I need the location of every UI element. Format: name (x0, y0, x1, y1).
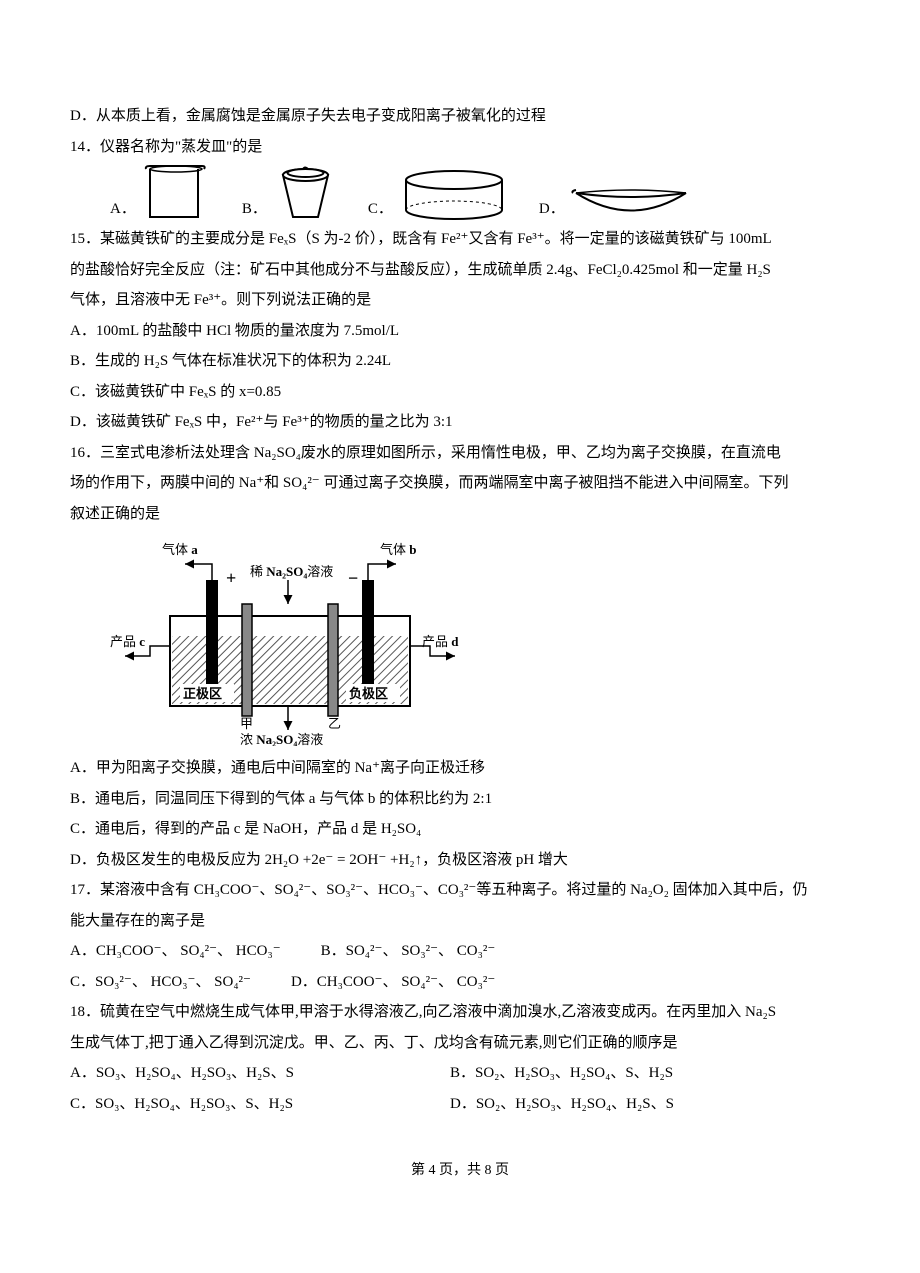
q18-stem-line2: 生成气体丁,把丁通入乙得到沉淀戊。甲、乙、丙、丁、戊均含有硫元素,则它们正确的顺… (70, 1029, 850, 1058)
label-jia: 甲 (240, 716, 253, 731)
q18-option-b: B．SO₂、H₂SO₃、H₂SO₄、S、H₂S (450, 1059, 673, 1088)
q18-option-c: C．SO₃、H₂SO₄、H₂SO₃、S、H₂S (70, 1090, 410, 1119)
label-product-c: 产品 c (110, 634, 145, 649)
q17-option-a: A．CH₃COO⁻、 SO₄²⁻、 HCO₃⁻ (70, 937, 281, 966)
label-anode-region: 正极区 (183, 686, 222, 701)
q14-option-a: A． (110, 163, 212, 223)
q14-label-a: A． (110, 195, 136, 224)
q16-stem-line2: 场的作用下，两膜中间的 Na⁺和 SO₄²⁻ 可通过离子交换膜，而两端隔室中离子… (70, 469, 850, 498)
q16-option-d: D．负极区发生的电极反应为 2H₂O +2e⁻ = 2OH⁻ +H₂↑，负极区溶… (70, 846, 850, 875)
q14-option-b: B． (242, 163, 338, 223)
label-dilute: 稀 Na₂SO₄溶液 (250, 564, 333, 579)
q15-option-d: D．该磁黄铁矿 FeₓS 中，Fe²⁺与 Fe³⁺的物质的量之比为 3:1 (70, 408, 850, 437)
label-yi: 乙 (328, 716, 341, 731)
crucible-icon (273, 163, 338, 223)
label-gas-b: 气体 b (380, 542, 417, 557)
glass-dish-icon (399, 168, 509, 223)
q14-label-d: D． (539, 195, 565, 224)
q17-stem-line2: 能大量存在的离子是 (70, 907, 850, 936)
q17-option-d: D．CH₃COO⁻、 SO₄²⁻、 CO₃²⁻ (291, 968, 495, 997)
page-footer: 第 4 页，共 8 页 (70, 1158, 850, 1185)
q16-stem-line1: 16．三室式电渗析法处理含 Na₂SO₄废水的原理如图所示，采用惰性电极，甲、乙… (70, 439, 850, 468)
label-cathode-region: 负极区 (349, 686, 388, 701)
q18-options-row2: C．SO₃、H₂SO₄、H₂SO₃、S、H₂S D．SO₂、H₂SO₃、H₂SO… (70, 1090, 850, 1119)
q14-option-d: D． (539, 183, 691, 223)
q14-label-c: C． (368, 195, 393, 224)
q16-option-a: A．甲为阳离子交换膜，通电后中间隔室的 Na⁺离子向正极迁移 (70, 754, 850, 783)
q18-stem-line1: 18．硫黄在空气中燃烧生成气体甲,甲溶于水得溶液乙,向乙溶液中滴加溴水,乙溶液变… (70, 998, 850, 1027)
q14-options-row: A． B． C． D． (70, 163, 850, 223)
q15-option-b: B．生成的 H₂S 气体在标准状况下的体积为 2.24L (70, 347, 850, 376)
q14-stem: 14．仪器名称为"蒸发皿"的是 (70, 133, 850, 162)
q16-option-c: C．通电后，得到的产品 c 是 NaOH，产品 d 是 H₂SO₄ (70, 815, 850, 844)
q16-option-b: B．通电后，同温同压下得到的气体 a 与气体 b 的体积比约为 2:1 (70, 785, 850, 814)
evaporating-dish-icon (571, 183, 691, 223)
label-concentrated: 浓 Na₂SO₄溶液 (240, 732, 323, 746)
q15-stem-line1: 15．某磁黄铁矿的主要成分是 FeₓS（S 为-2 价），既含有 Fe²⁺又含有… (70, 225, 850, 254)
q17-stem-line1: 17．某溶液中含有 CH₃COO⁻、SO₄²⁻、SO₃²⁻、HCO₃⁻、CO₃²… (70, 876, 850, 905)
q17-options-row2: C．SO₃²⁻、 HCO₃⁻、 SO₄²⁻ D．CH₃COO⁻、 SO₄²⁻、 … (70, 968, 850, 997)
label-plus: + (226, 568, 236, 588)
q18-options-row1: A．SO₃、H₂SO₄、H₂SO₃、H₂S、S B．SO₂、H₂SO₃、H₂SO… (70, 1059, 850, 1088)
q17-option-c: C．SO₃²⁻、 HCO₃⁻、 SO₄²⁻ (70, 968, 251, 997)
q16-stem-line3: 叙述正确的是 (70, 500, 850, 529)
q18-option-d: D．SO₂、H₂SO₃、H₂SO₄、H₂S、S (450, 1090, 674, 1119)
label-gas-a: 气体 a (162, 542, 198, 557)
q17-options-row1: A．CH₃COO⁻、 SO₄²⁻、 HCO₃⁻ B．SO₄²⁻、 SO₃²⁻、 … (70, 937, 850, 966)
q16-diagram: 气体 a 气体 b + − 稀 Na₂SO₄溶液 产品 c 产品 d 正极区 负… (110, 536, 850, 746)
label-minus: − (348, 568, 358, 588)
q18-option-a: A．SO₃、H₂SO₄、H₂SO₃、H₂S、S (70, 1059, 410, 1088)
label-product-d: 产品 d (422, 634, 459, 649)
q15-stem-line3: 气体，且溶液中无 Fe³⁺。则下列说法正确的是 (70, 286, 850, 315)
beaker-icon (142, 163, 212, 223)
q15-stem-line2: 的盐酸恰好完全反应（注：矿石中其他成分不与盐酸反应），生成硫单质 2.4g、Fe… (70, 256, 850, 285)
q14-label-b: B． (242, 195, 267, 224)
q14-option-c: C． (368, 168, 509, 223)
q15-option-a: A．100mL 的盐酸中 HCl 物质的量浓度为 7.5mol/L (70, 317, 850, 346)
electrodialysis-diagram: 气体 a 气体 b + − 稀 Na₂SO₄溶液 产品 c 产品 d 正极区 负… (110, 536, 470, 746)
q17-option-b: B．SO₄²⁻、 SO₃²⁻、 CO₃²⁻ (321, 937, 496, 966)
q15-option-c: C．该磁黄铁矿中 FeₓS 的 x=0.85 (70, 378, 850, 407)
q13-option-d: D．从本质上看，金属腐蚀是金属原子失去电子变成阳离子被氧化的过程 (70, 102, 850, 131)
